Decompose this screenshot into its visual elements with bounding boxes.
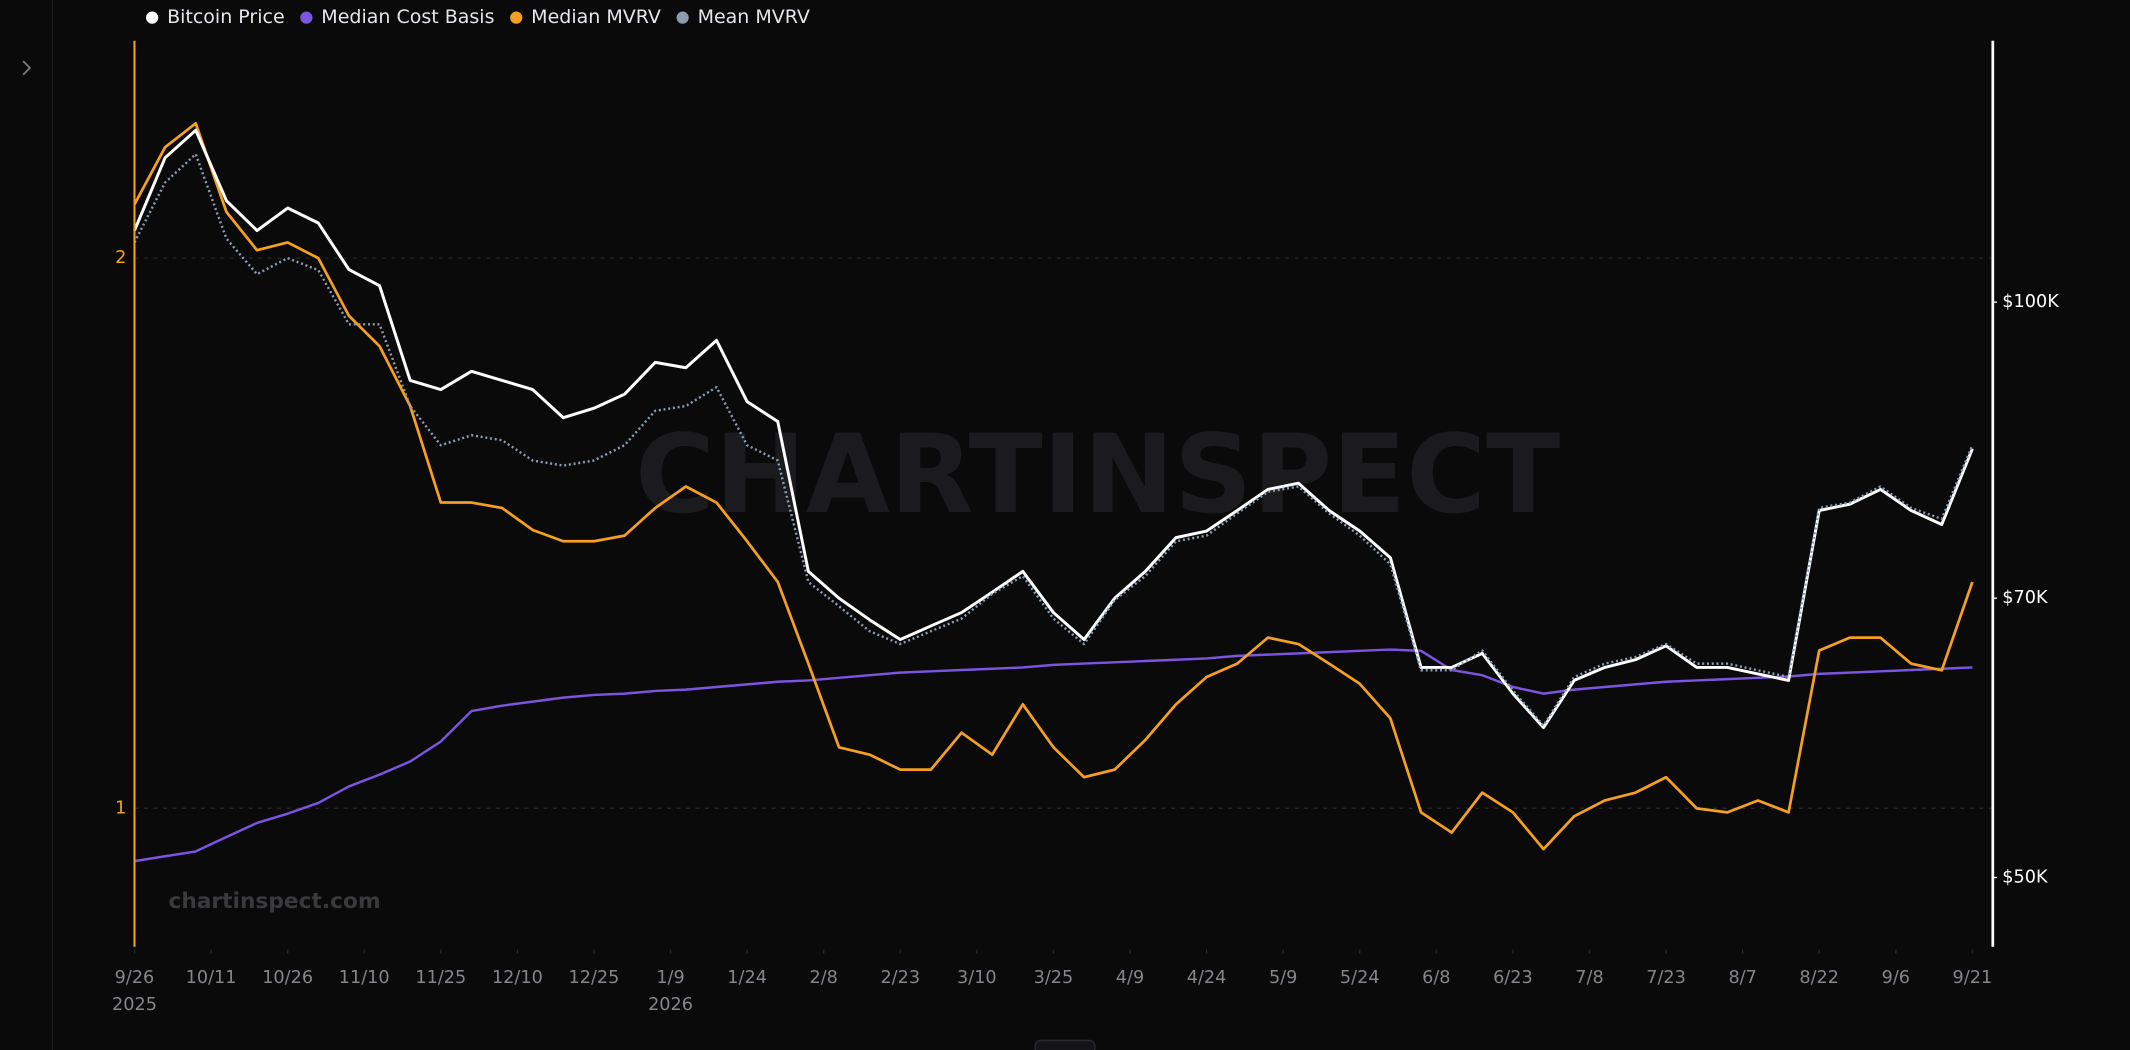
x-tick-label: 6/8: [1422, 968, 1450, 988]
series-line: [134, 648, 1973, 863]
legend-swatch[interactable]: [510, 11, 523, 24]
x-year-label: 2025: [112, 995, 157, 1015]
x-tick-label: 2/8: [809, 968, 837, 988]
x-tick-label: 4/24: [1187, 968, 1227, 988]
x-tick-label: 3/10: [957, 968, 997, 988]
sidebar-toggle[interactable]: [22, 60, 32, 76]
legend: Bitcoin Price Median Cost Basis Median MVR…: [146, 6, 810, 28]
x-tick-label: 9/21: [1953, 968, 1993, 988]
x-tick-label: 5/24: [1340, 968, 1380, 988]
x-tick-label: 12/10: [492, 968, 543, 988]
x-year-label: 2026: [648, 995, 693, 1015]
legend-swatch[interactable]: [146, 11, 159, 24]
y2-tick-label: $100K: [2002, 292, 2059, 312]
series-line: [133, 128, 1974, 730]
x-tick-label: 3/25: [1034, 968, 1074, 988]
watermark: CHARTINSPECT: [635, 411, 1560, 538]
x-tick-label: 9/6: [1882, 968, 1910, 988]
y-tick-label: 1: [115, 798, 126, 818]
legend-label[interactable]: Mean MVRV: [698, 6, 810, 28]
plot-area: [133, 122, 1974, 863]
x-tick-label: 6/23: [1493, 968, 1533, 988]
axes: 1 2 $50K $70K $100K 9/26 10/11 10/26 11/10 11/25 1…: [112, 40, 2059, 1015]
x-tick-label: 11/25: [415, 968, 466, 988]
x-tick-label: 11/10: [339, 968, 390, 988]
x-tick-label: 9/26: [115, 968, 155, 988]
x-tick-label: 12/25: [569, 968, 620, 988]
y-tick-label: 2: [115, 248, 126, 268]
legend-swatch[interactable]: [676, 11, 689, 24]
x-tick-label: 10/11: [186, 968, 237, 988]
x-tick-label: 5/9: [1269, 968, 1297, 988]
legend-label[interactable]: Median Cost Basis: [321, 6, 494, 28]
x-tick-label: 4/9: [1116, 968, 1144, 988]
legend-swatch[interactable]: [300, 11, 313, 24]
x-tick-label: 7/8: [1575, 968, 1603, 988]
x-tick-label: 7/23: [1646, 968, 1686, 988]
legend-label[interactable]: Bitcoin Price: [167, 6, 285, 28]
x-tick-label: 2/23: [880, 968, 920, 988]
resize-handle[interactable]: [1034, 1039, 1096, 1050]
y2-tick-label: $70K: [2002, 588, 2048, 608]
x-tick-label: 1/9: [656, 968, 684, 988]
x-tick-label: 10/26: [262, 968, 313, 988]
x-tick-label: 8/22: [1799, 968, 1839, 988]
x-tick-label: 8/7: [1728, 968, 1756, 988]
series-line: [133, 122, 1974, 851]
y2-tick-label: $50K: [2002, 868, 2048, 888]
legend-label[interactable]: Median MVRV: [531, 6, 661, 28]
series-line: [133, 152, 1974, 727]
x-tick-label: 1/24: [727, 968, 767, 988]
source-label: chartinspect.com: [168, 889, 380, 914]
